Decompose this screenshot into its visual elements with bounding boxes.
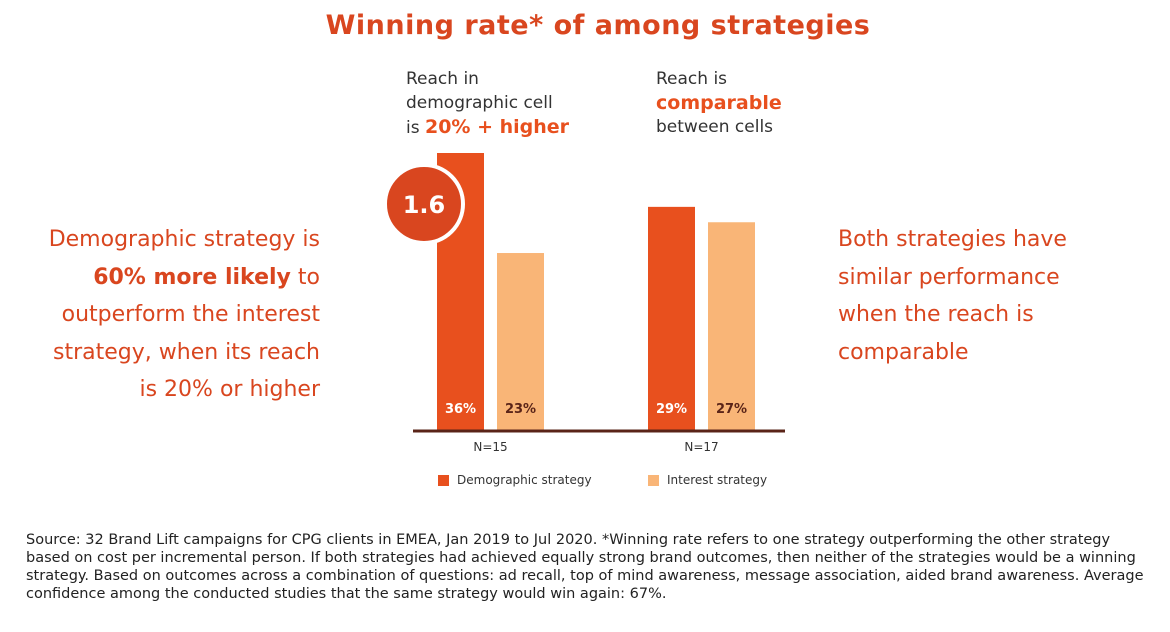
left-callout-line1: Demographic strategy is xyxy=(48,227,320,252)
category-label-1: N=15 xyxy=(473,440,507,454)
category-label-2: N=17 xyxy=(684,440,718,454)
left-callout-line2: 60% more likely to xyxy=(10,259,320,297)
caption-left-line3: is 20% + higher xyxy=(406,115,569,140)
right-callout-line1: Both strategies have xyxy=(838,227,1067,252)
data-label-interest-2: 27% xyxy=(716,402,747,417)
caption-left-line1: Reach in xyxy=(406,69,479,89)
data-label-demographic-2: 29% xyxy=(656,402,687,417)
left-callout-bold: 60% more likely xyxy=(93,264,291,290)
legend-swatch-demographic xyxy=(438,474,449,486)
data-label-interest-1: 23% xyxy=(505,402,536,417)
right-callout: Both strategies have similar performance… xyxy=(838,221,1158,371)
caption-left-line3-prefix: is xyxy=(406,118,425,138)
left-callout-line5: is 20% or higher xyxy=(139,377,320,402)
left-callout-line3: outperform the interest xyxy=(61,302,320,327)
bar-demographic-2 xyxy=(648,206,695,430)
caption-right-line3: between cells xyxy=(656,117,774,137)
bar-interest-2 xyxy=(708,222,755,430)
caption-left-highlight: 20% + higher xyxy=(424,116,570,138)
bar-interest-1 xyxy=(497,253,544,430)
left-callout-line4: strategy, when its reach xyxy=(53,339,320,365)
chart-title: Winning rate* of among strategies xyxy=(325,10,871,41)
right-callout-line3: when the reach is xyxy=(838,302,1034,327)
legend-interest: Interest strategy xyxy=(648,473,767,487)
ratio-badge-text: 1.6 xyxy=(403,191,446,219)
ratio-badge-circle xyxy=(383,163,465,245)
caption-right: Reach is comparable between cells xyxy=(656,67,782,139)
legend-label-interest: Interest strategy xyxy=(667,473,768,487)
right-callout-line2: similar performance xyxy=(838,264,1060,290)
legend-demographic: Demographic strategy xyxy=(438,473,592,487)
caption-left: Reach in demographic cell is 20% + highe… xyxy=(406,67,569,140)
right-callout-line4: comparable xyxy=(838,339,969,365)
left-callout: Demographic strategy is 60% more likely … xyxy=(10,221,320,409)
caption-right-highlight: comparable xyxy=(656,92,782,114)
legend-swatch-interest xyxy=(648,474,659,486)
legend-label-demographic: Demographic strategy xyxy=(457,473,592,487)
data-label-demographic-1: 36% xyxy=(445,402,476,417)
source-note: Source: 32 Brand Lift campaigns for CPG … xyxy=(26,532,1144,602)
caption-right-line1: Reach is xyxy=(656,69,728,89)
left-callout-line2-rest: to xyxy=(290,264,320,290)
caption-left-line2: demographic cell xyxy=(406,93,553,113)
